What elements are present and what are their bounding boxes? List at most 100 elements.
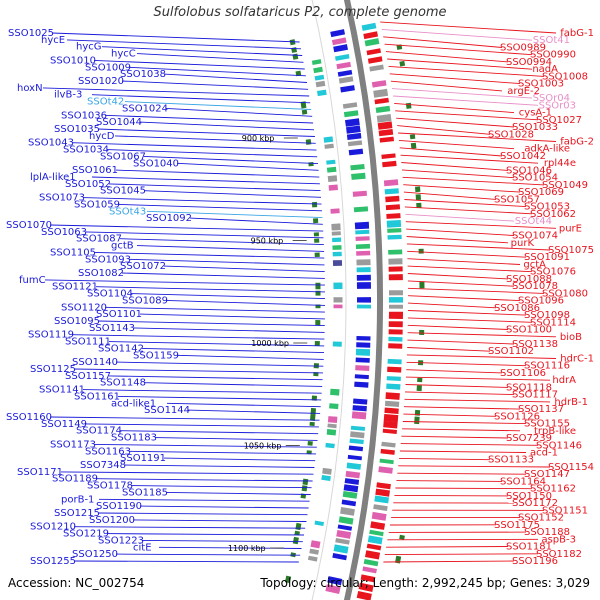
left-gene-label-28: SSO1070 — [6, 220, 52, 231]
tick-dot-51 — [309, 421, 315, 427]
right-leader-line-55 — [402, 428, 521, 432]
left-gene-label-30: SSO1087 — [76, 234, 122, 245]
left-leader-line-70 — [97, 512, 308, 516]
left-leader-line-12 — [104, 114, 314, 124]
left-leader-line-6 — [163, 73, 308, 83]
forward-feature-42 — [387, 358, 402, 365]
forward-feature-36 — [388, 311, 403, 319]
right-gene-label-65: SSO1172 — [512, 498, 558, 509]
right-gene-label-49: SSO1118 — [506, 382, 552, 393]
left-leader-line-19 — [176, 162, 319, 171]
forward-feature-5 — [369, 64, 384, 72]
outer-dot-5 — [399, 60, 406, 67]
right-leader-line-71 — [386, 546, 509, 548]
left-leader-line-56 — [49, 416, 320, 421]
forward-feature-39 — [388, 336, 403, 342]
inner-feature-24 — [331, 223, 341, 231]
tick-dot-66 — [294, 530, 300, 536]
inner-feature-29 — [332, 260, 343, 266]
left-leader-line-73 — [106, 533, 305, 536]
left-gene-label-10: SSOt42 — [87, 97, 124, 108]
forward-feature-2 — [364, 38, 380, 47]
left-gene-label-1: hycE — [41, 35, 65, 46]
reverse-feature-57 — [345, 470, 361, 479]
reverse-feature-41 — [355, 348, 371, 356]
right-leader-line-11 — [394, 102, 515, 114]
right-gene-label-68: SSO1175 — [494, 520, 540, 531]
right-leader-line-36 — [407, 287, 545, 294]
left-leader-line-21 — [91, 176, 320, 185]
tick-dot-26 — [314, 238, 320, 243]
tick-dot-1 — [291, 47, 297, 53]
outer-dot-20 — [415, 186, 421, 193]
left-gene-label-44: SSO1119 — [28, 330, 74, 341]
left-leader-line-24 — [82, 197, 322, 205]
reverse-feature-59 — [343, 484, 359, 493]
right-leader-line-2 — [383, 36, 503, 48]
left-gene-label-18: SSO1067 — [100, 151, 146, 162]
right-gene-label-71: SSO1181 — [506, 542, 552, 553]
left-leader-line-66 — [130, 485, 312, 489]
left-leader-line-25 — [117, 203, 323, 212]
forward-feature-49 — [383, 414, 399, 423]
reverse-feature-24 — [354, 221, 370, 230]
left-leader-line-45 — [108, 341, 325, 347]
tick-dot-16 — [308, 162, 314, 167]
right-leader-line-25 — [404, 206, 533, 215]
right-gene-label-11: cysA-1 — [519, 108, 552, 119]
right-gene-label-60: SSO1154 — [548, 462, 594, 473]
left-leader-line-0 — [51, 32, 300, 43]
left-gene-label-38: SSO1104 — [87, 289, 133, 300]
reverse-feature-11 — [345, 118, 360, 127]
left-gene-label-67: SSO1185 — [122, 487, 168, 498]
forward-feature-1 — [363, 31, 378, 40]
right-gene-label-63: SSO1162 — [530, 484, 576, 495]
left-gene-label-33: SSO1093 — [85, 254, 131, 265]
left-gene-label-14: SSO1035 — [54, 124, 100, 135]
right-gene-label-46: SSO1116 — [524, 361, 570, 372]
left-leader-line-3 — [136, 53, 304, 63]
right-gene-label-0: fabG-1 — [560, 28, 594, 39]
right-leader-line-18 — [400, 154, 539, 164]
left-gene-label-65: SSO1189 — [52, 474, 98, 485]
right-gene-label-15: fabG-2 — [560, 137, 594, 148]
forward-feature-44 — [386, 376, 401, 381]
inner-feature-7 — [317, 89, 327, 97]
left-gene-label-34: SSO1072 — [120, 261, 166, 272]
right-leader-line-39 — [407, 310, 527, 316]
left-leader-line-49 — [73, 368, 324, 374]
tick-dot-54 — [307, 441, 313, 446]
right-gene-label-1: SSOt41 — [533, 35, 570, 46]
forward-feature-24 — [386, 220, 402, 228]
right-gene-label-55: trpB-like — [534, 426, 576, 437]
forward-feature-69 — [362, 566, 377, 574]
right-gene-label-7: SSO1003 — [518, 79, 564, 90]
inner-feature-18 — [327, 175, 338, 182]
left-leader-line-2 — [101, 46, 303, 56]
inner-feature-32 — [333, 282, 343, 290]
left-gene-label-66: SSO1178 — [87, 481, 133, 492]
right-leader-line-10 — [393, 95, 539, 106]
left-leader-line-47 — [176, 354, 324, 360]
right-gene-label-53: SSO1126 — [494, 411, 540, 422]
tick-dot-21 — [311, 201, 318, 208]
left-leader-line-63 — [123, 464, 315, 468]
right-gene-label-57: SSO1146 — [536, 440, 582, 451]
right-leader-line-41 — [407, 324, 509, 330]
right-gene-label-47: SSO1106 — [500, 368, 546, 379]
left-leader-line-38 — [130, 293, 326, 300]
right-leader-line-38 — [407, 302, 497, 309]
reverse-feature-39 — [356, 336, 371, 341]
right-gene-label-16: adkA-like — [524, 144, 570, 155]
outer-dot-49 — [414, 416, 420, 425]
left-gene-label-70: SSO1215 — [54, 508, 100, 519]
right-gene-label-21: SSO1049 — [542, 180, 588, 191]
left-gene-label-76: SSO1250 — [72, 549, 118, 560]
inner-feature-64 — [314, 520, 324, 526]
left-gene-label-41: SSO1101 — [96, 309, 142, 320]
reverse-feature-64 — [337, 524, 353, 531]
inner-feature-4 — [313, 66, 323, 74]
inner-feature-68 — [309, 548, 319, 555]
right-gene-label-61: SSO1147 — [524, 469, 570, 480]
inner-feature-17 — [326, 166, 337, 173]
